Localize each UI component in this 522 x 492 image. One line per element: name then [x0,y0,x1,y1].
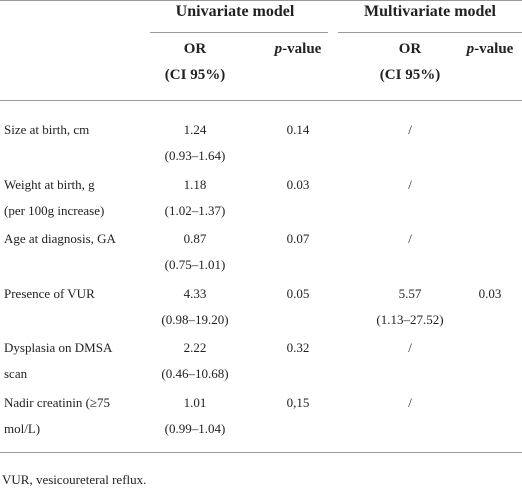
group-header: Multivariate model [364,3,496,20]
cell: (0.75–1.01) [164,257,226,272]
rule [0,100,522,101]
cell: 4.33 [183,285,207,301]
row-label: Nadir creatinin (≥75 [4,394,111,410]
cell: (0.99–1.04) [164,420,226,436]
row-label: Size at birth, cm [4,122,90,137]
row-label: (per 100g increase) [4,202,105,218]
row-label: Age at diagnosis, GA [4,231,116,246]
cell: 2.22 [183,340,207,355]
cell: 0.14 [286,122,310,137]
row-label: Weight at birth, g [4,176,95,192]
cell: / [408,176,412,192]
subheader-italic: p [466,41,475,57]
cell: / [408,394,412,410]
rule [338,32,522,33]
row-label: mol/L) [4,420,41,436]
cell: 1.01 [183,394,207,410]
cell: 0,15 [286,394,310,410]
cell: 0.07 [286,231,310,246]
cell: (0.98–19.20) [161,311,229,327]
subheader: (CI 95%) [164,67,226,83]
row-label: Presence of VUR [4,285,95,301]
cell: 0.32 [286,340,310,355]
cell: (1.13–27.52) [376,311,444,327]
cell: 5.57 [398,285,422,301]
group-header: Univariate model [175,3,295,20]
cell: (0.93–1.64) [164,148,226,163]
subheader-text: -value [474,41,514,57]
subheader: p-value [467,36,514,62]
subheader: (CI 95%) [379,67,441,83]
subheader-italic: p [274,41,283,57]
row-label: Dysplasia on DMSA [4,340,113,355]
cell: (1.02–1.37) [164,202,226,218]
cell: 0.03 [286,176,310,192]
row-label: scan [4,366,28,381]
subheader: OR [398,41,422,57]
subheader: p-value [275,36,322,62]
cell: 1.18 [183,176,207,192]
cell: / [408,231,412,246]
cell: / [408,340,412,355]
rule [150,32,328,33]
cell: / [408,122,412,137]
cell: 0.05 [286,285,310,301]
rule [0,0,522,1]
cell: 0.87 [183,231,207,246]
subheader-text: -value [282,41,322,57]
cell: 0.03 [478,285,502,301]
rule [0,452,522,453]
subheader: OR [183,41,207,57]
cell: (0.46–10.68) [161,366,229,381]
footnote: VUR, vesicoureteral reflux. [2,472,147,487]
cell: 1.24 [183,122,207,137]
